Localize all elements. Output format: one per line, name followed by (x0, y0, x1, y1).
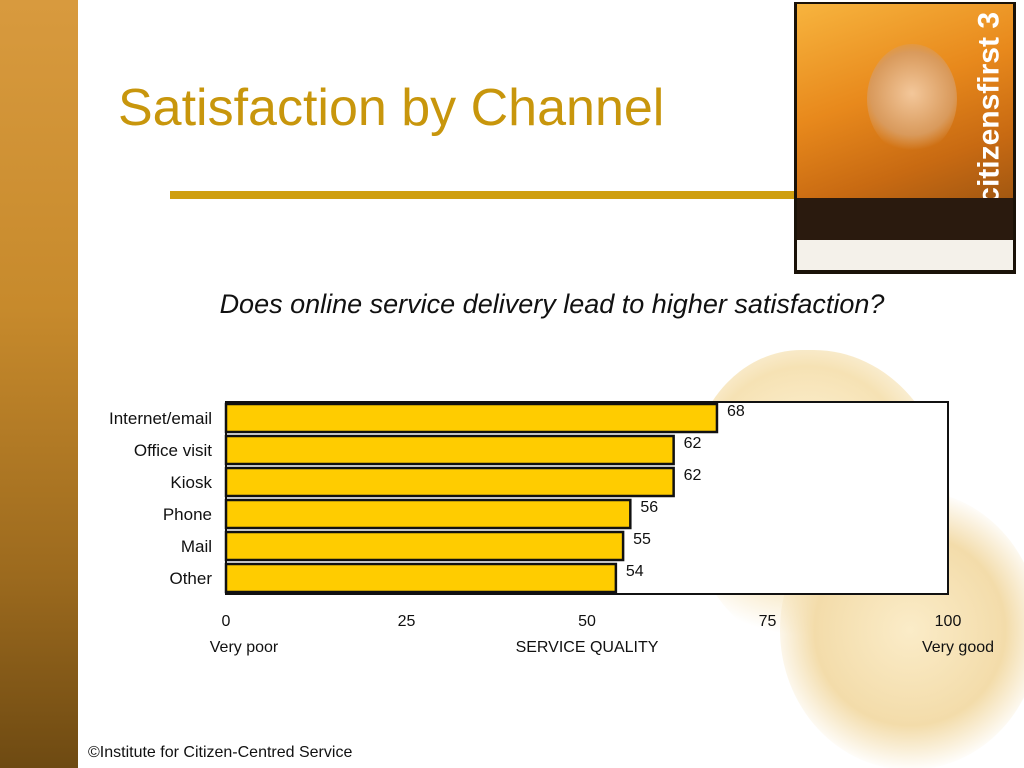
x-tick-label: 50 (578, 613, 596, 630)
report-cover-artwork: citizensfirst 3 (797, 4, 1013, 270)
x-tick-label: 25 (398, 613, 416, 630)
category-label: Mail (181, 537, 212, 556)
bar (224, 466, 675, 498)
bar (224, 530, 625, 562)
x-high-label: Very good (922, 639, 994, 656)
side-band (0, 0, 78, 768)
slide-title: Satisfaction by Channel (118, 79, 665, 137)
cover-portrait (867, 44, 957, 154)
x-tick-label: 0 (222, 613, 231, 630)
cover-brand-text: citizensfirst 3 (973, 12, 1006, 204)
x-tick-label: 100 (935, 613, 962, 630)
bar (224, 562, 618, 594)
x-tick-label: 75 (759, 613, 777, 630)
chart-question: Does online service delivery lead to hig… (219, 289, 885, 319)
title-underline (170, 191, 795, 199)
bar-chart: Internet/email 68 Office visit 62 Kiosk 62 Pho… (109, 401, 994, 656)
cover-logo-strip (797, 240, 1013, 270)
category-label: Phone (163, 505, 212, 524)
data-label: 62 (684, 435, 702, 452)
plot-area (225, 401, 949, 595)
cover-brand: citizensfirst 3 (957, 12, 1007, 204)
data-label: 55 (633, 531, 651, 548)
data-label: 54 (626, 563, 644, 580)
cover-dark-band (797, 198, 1013, 240)
category-label: Other (169, 569, 212, 588)
data-label: 68 (727, 403, 745, 420)
category-label: Internet/email (109, 409, 212, 428)
bar (224, 434, 675, 466)
data-label: 62 (684, 467, 702, 484)
copyright-footer: ©Institute for Citizen-Centred Service (88, 744, 353, 761)
category-label: Office visit (134, 441, 212, 460)
bar (224, 402, 719, 434)
category-label: Kiosk (170, 473, 212, 492)
x-axis-title: SERVICE QUALITY (516, 639, 659, 656)
x-low-label: Very poor (210, 639, 279, 656)
data-label: 56 (640, 499, 658, 516)
bar (224, 498, 632, 530)
